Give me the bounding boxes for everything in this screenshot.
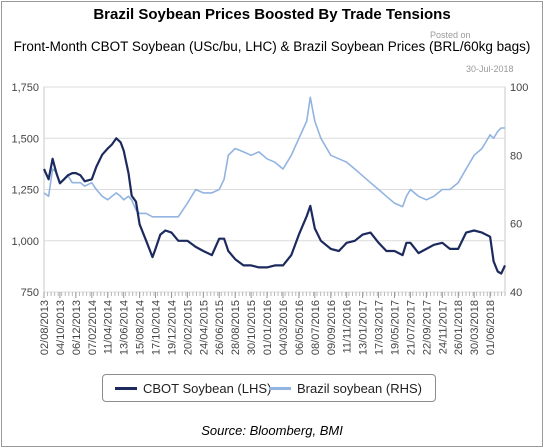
y-left-tick-label: 1,250	[11, 185, 39, 197]
source-note: Source: Bloomberg, BMI	[201, 423, 343, 438]
y-right-tick-label: 60	[510, 219, 522, 231]
legend-swatch-brazil	[269, 387, 291, 390]
y-right-tick-label: 80	[510, 150, 522, 162]
x-tick-label: 19/05/2017	[389, 300, 401, 355]
y-left-tick-label: 1,750	[11, 82, 39, 94]
y-left-tick-label: 1,500	[11, 133, 39, 145]
x-tick-label: 15/08/2014	[135, 300, 147, 355]
y-left-tick-label: 1,000	[11, 236, 39, 248]
x-tick-label: 07/02/2014	[87, 300, 99, 355]
x-tick-label: 22/09/2017	[421, 300, 433, 355]
x-tick-label: 17/03/2017	[374, 300, 386, 355]
x-tick-label: 17/10/2014	[151, 300, 163, 355]
x-tick-label: 26/06/2015	[214, 300, 226, 355]
gridlines	[43, 86, 506, 293]
y-right-tick-label: 40	[510, 287, 522, 299]
x-tick-label: 09/09/2016	[326, 300, 338, 355]
x-tick-label: 02/08/2013	[39, 300, 51, 355]
series-lines	[42, 96, 506, 275]
posted-label: Posted on	[430, 30, 471, 40]
x-tick-label: 06/05/2016	[294, 300, 306, 355]
x-tick-label: 28/08/2015	[230, 300, 242, 355]
chart-title: Brazil Soybean Prices Boosted By Trade T…	[93, 6, 451, 23]
x-axis: 02/08/2013 04/10/2013 06/12/2013 07/02/2014…	[39, 292, 506, 355]
y-axis-left: 750 1,000 1,250 1,500 1,750	[11, 82, 39, 299]
x-tick-label: 13/01/2017	[358, 300, 370, 355]
legend-item-cbot: CBOT Soybean (LHS)	[115, 381, 271, 396]
x-tick-label: 13/06/2014	[119, 300, 131, 355]
x-tick-label: 04/03/2016	[278, 300, 290, 355]
x-tick-label: 06/12/2013	[71, 300, 83, 355]
legend-item-brazil: Brazil soybean (RHS)	[269, 381, 422, 396]
x-tick-label: 30/10/2015	[246, 300, 258, 355]
series-line-brazil	[43, 96, 505, 218]
y-axis-right: 40 60 80 100	[510, 82, 528, 299]
legend-swatch-cbot	[115, 387, 137, 390]
legend-label-brazil: Brazil soybean (RHS)	[297, 381, 422, 396]
x-tick-label: 24/11/2017	[437, 300, 449, 354]
x-tick-label: 20/02/2015	[182, 300, 194, 355]
y-left-tick-label: 750	[21, 287, 39, 299]
x-tick-label: 11/11/2016	[342, 300, 354, 353]
x-tick-label: 04/10/2013	[55, 300, 67, 355]
x-tick-label: 01/01/2016	[262, 300, 274, 355]
x-tick-label: 08/07/2016	[310, 300, 322, 355]
x-tick-label: 30/03/2018	[469, 300, 481, 355]
y-right-tick-label: 100	[510, 82, 528, 94]
legend-label-cbot: CBOT Soybean (LHS)	[143, 381, 272, 396]
series-line-cbot	[42, 137, 506, 275]
posted-date: 30-Jul-2018	[466, 64, 514, 74]
x-tick-label: 11/04/2014	[103, 300, 115, 354]
x-tick-label: 21/07/2017	[405, 300, 417, 355]
legend: CBOT Soybean (LHS) Brazil soybean (RHS)	[102, 374, 436, 402]
chart-subtitle: Front-Month CBOT Soybean (USc/bu, LHC) &…	[13, 39, 531, 54]
x-tick-label: 01/06/2018	[485, 300, 497, 355]
x-tick-label: 24/04/2015	[198, 300, 210, 355]
x-tick-label: 19/12/2014	[166, 300, 178, 355]
x-tick-label: 26/01/2018	[453, 300, 465, 355]
